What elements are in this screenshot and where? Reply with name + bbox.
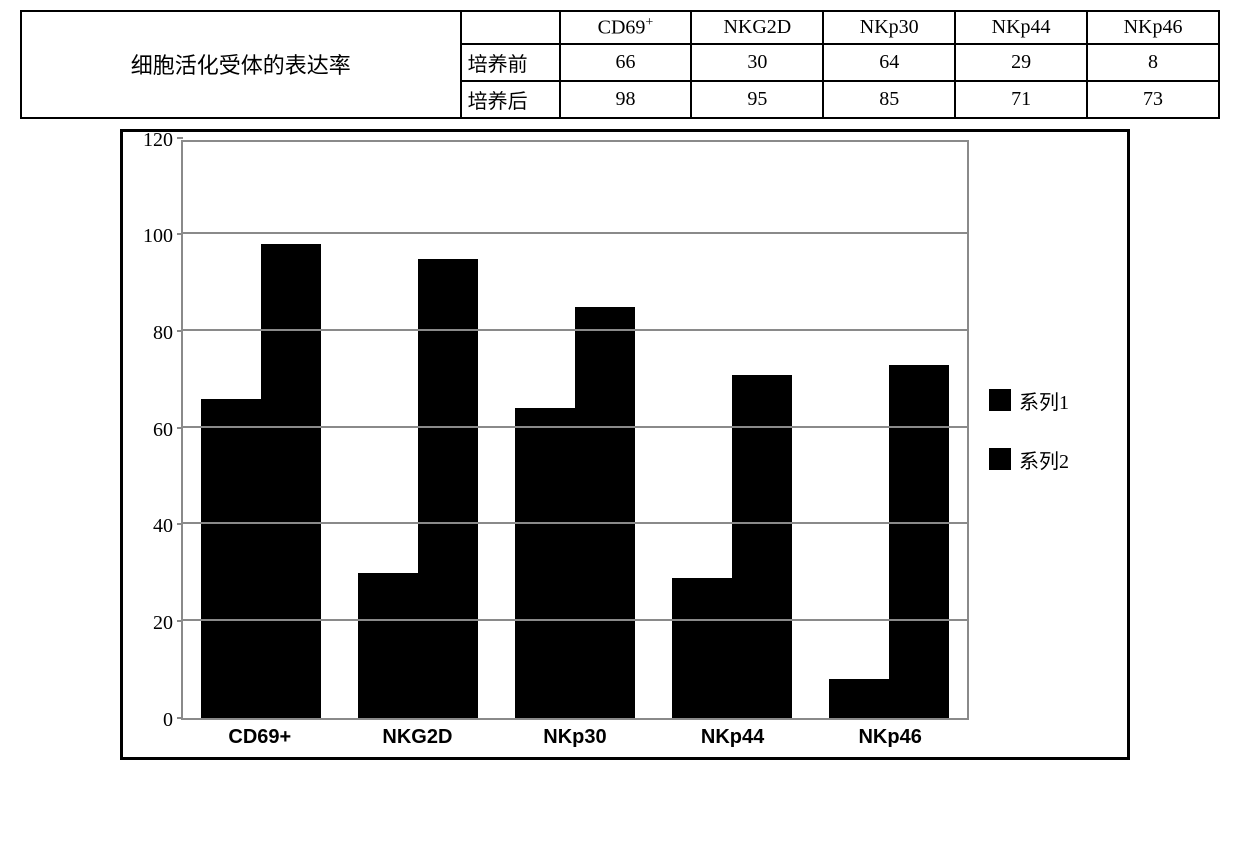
x-tick-label: NKp30	[496, 726, 654, 749]
cell: 64	[823, 44, 955, 81]
bar-group	[810, 142, 967, 718]
plot-area	[181, 140, 969, 720]
data-table: 细胞活化受体的表达率 CD69+ NKG2D NKp30 NKp44 NKp46…	[20, 10, 1220, 119]
bar	[672, 578, 732, 718]
cell: 8	[1087, 44, 1219, 81]
x-tick-label: NKG2D	[339, 726, 497, 749]
row-label-0: 培养前	[461, 44, 560, 81]
row-label-1: 培养后	[461, 81, 560, 118]
gridline	[183, 232, 967, 234]
bar-group	[183, 142, 340, 718]
col-header-4: NKp46	[1087, 11, 1219, 44]
gridline	[183, 329, 967, 331]
bar	[201, 399, 261, 718]
cell: 98	[560, 81, 692, 118]
cell: 71	[955, 81, 1087, 118]
legend-swatch	[989, 389, 1011, 411]
bar	[889, 365, 949, 718]
bar	[261, 244, 321, 718]
bar-group	[340, 142, 497, 718]
x-tick-label: NKp44	[654, 726, 812, 749]
col-header-2: NKp30	[823, 11, 955, 44]
cell: 30	[691, 44, 823, 81]
x-tick-label: NKp46	[811, 726, 969, 749]
col-header-3: NKp44	[955, 11, 1087, 44]
bar	[575, 307, 635, 718]
bar	[418, 259, 478, 718]
col-header-0: CD69+	[560, 11, 692, 44]
cell: 29	[955, 44, 1087, 81]
gridline	[183, 619, 967, 621]
bar	[515, 408, 575, 717]
y-axis: 120100806040200	[131, 140, 181, 720]
gridline	[183, 522, 967, 524]
bar-group	[653, 142, 810, 718]
bar	[829, 679, 889, 718]
legend-item: 系列1	[989, 386, 1119, 415]
gridline	[183, 426, 967, 428]
bar-group	[497, 142, 654, 718]
legend-label: 系列2	[1019, 445, 1069, 474]
legend-label: 系列1	[1019, 386, 1069, 415]
cell: 85	[823, 81, 955, 118]
legend-swatch	[989, 448, 1011, 470]
cell: 73	[1087, 81, 1219, 118]
cell: 66	[560, 44, 692, 81]
table-blank	[461, 11, 560, 44]
x-tick-label: CD69+	[181, 726, 339, 749]
x-axis: CD69+NKG2DNKp30NKp44NKp46	[181, 726, 969, 749]
col-header-1: NKG2D	[691, 11, 823, 44]
bar-chart: 120100806040200 系列1系列2 CD69+NKG2DNKp30NK…	[120, 129, 1130, 760]
bar	[358, 573, 418, 718]
cell: 95	[691, 81, 823, 118]
legend: 系列1 系列2	[969, 140, 1119, 720]
table-title: 细胞活化受体的表达率	[21, 11, 461, 118]
legend-item: 系列2	[989, 445, 1119, 474]
